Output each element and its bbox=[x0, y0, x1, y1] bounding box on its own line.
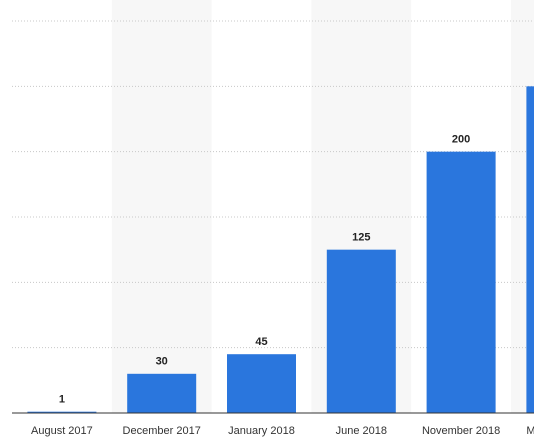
x-tick-label: November 2018 bbox=[422, 425, 500, 437]
value-label: 200 bbox=[452, 134, 470, 146]
x-tick-label: M bbox=[526, 425, 534, 437]
bar bbox=[27, 411, 97, 413]
value-label: 125 bbox=[352, 232, 370, 244]
value-label: 45 bbox=[255, 336, 267, 348]
bar bbox=[326, 249, 396, 413]
bar bbox=[426, 151, 496, 413]
band-shade bbox=[111, 0, 212, 413]
band-layer bbox=[111, 0, 534, 413]
value-label: 30 bbox=[156, 356, 168, 368]
x-tick-label: June 2018 bbox=[336, 425, 387, 437]
bar bbox=[227, 354, 296, 413]
bar bbox=[526, 86, 534, 413]
x-tick-label: August 2017 bbox=[31, 425, 93, 437]
value-label: 1 bbox=[59, 394, 65, 406]
x-tick-label: January 2018 bbox=[228, 425, 295, 437]
x-tick-label: December 2017 bbox=[123, 425, 201, 437]
bar bbox=[127, 373, 197, 413]
